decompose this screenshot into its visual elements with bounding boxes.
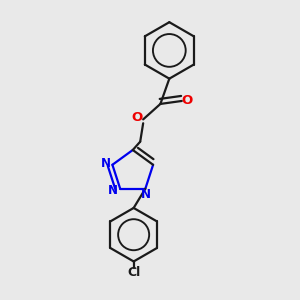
- Text: O: O: [182, 94, 193, 107]
- Text: Cl: Cl: [127, 266, 140, 279]
- Text: O: O: [131, 111, 142, 124]
- Text: N: N: [141, 188, 151, 201]
- Text: N: N: [101, 157, 111, 170]
- Text: N: N: [108, 184, 118, 197]
